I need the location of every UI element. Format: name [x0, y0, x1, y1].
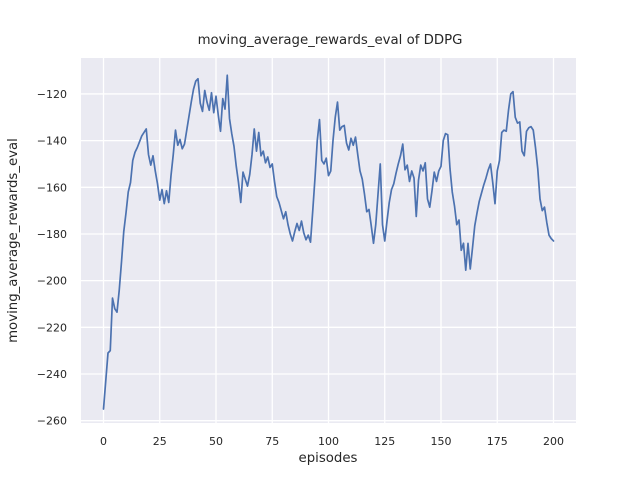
- y-tick-label: −140: [37, 135, 67, 148]
- x-tick-label: 0: [100, 435, 107, 448]
- y-axis-label: moving_average_rewards_eval: [6, 138, 21, 343]
- rewards-line-series: [102, 74, 555, 410]
- y-tick-label: −160: [37, 181, 67, 194]
- y-tick-label: −240: [37, 368, 67, 381]
- y-tick-label: −260: [37, 415, 67, 428]
- x-tick-label: 150: [431, 435, 452, 448]
- y-tick-label: −180: [37, 228, 67, 241]
- x-tick-label: 75: [265, 435, 279, 448]
- x-tick-label: 50: [209, 435, 223, 448]
- x-tick-label: 25: [153, 435, 167, 448]
- y-tick-label: −220: [37, 321, 67, 334]
- x-axis-tick-labels: 0 25 50 75 100 125 150 175 200: [100, 435, 564, 448]
- y-tick-label: −200: [37, 275, 67, 288]
- y-axis-tick-labels: −120 −140 −160 −180 −200 −220 −240 −260: [37, 88, 67, 428]
- x-tick-label: 125: [374, 435, 395, 448]
- chart-title: moving_average_rewards_eval of DDPG: [198, 33, 463, 48]
- y-tick-label: −120: [37, 88, 67, 101]
- x-axis-label: episodes: [299, 451, 358, 466]
- x-tick-label: 200: [543, 435, 564, 448]
- x-tick-label: 175: [487, 435, 508, 448]
- x-tick-label: 100: [318, 435, 339, 448]
- gridlines: [81, 58, 576, 423]
